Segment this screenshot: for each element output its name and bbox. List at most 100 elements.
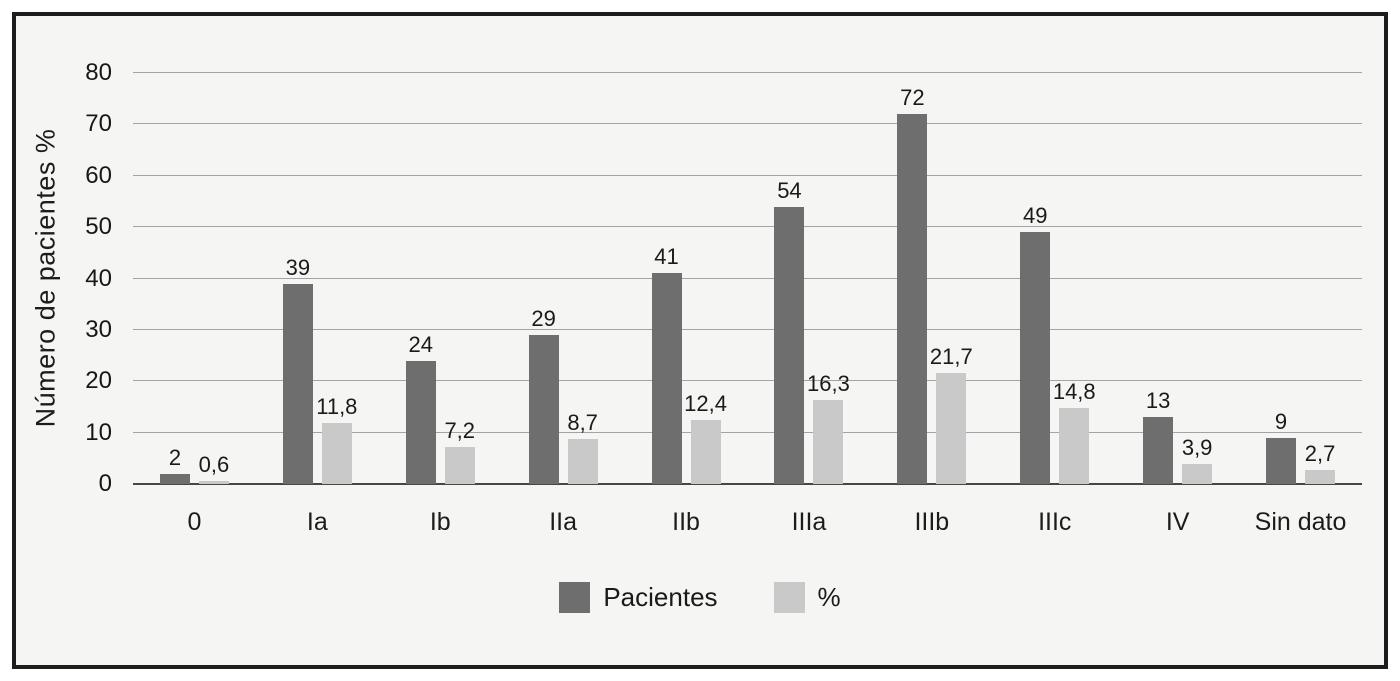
category-group-Ib: 24 7,2 Ib xyxy=(379,73,502,536)
bar-percent xyxy=(1059,407,1090,484)
category-group-IIIc: 49 14,8 IIIc xyxy=(993,73,1116,536)
bar-percent xyxy=(198,480,229,484)
gridline-80 xyxy=(133,72,1362,73)
bar-column: 14,8 xyxy=(1053,73,1096,484)
bar-percent xyxy=(690,420,721,484)
bar-value-label: 13 xyxy=(1145,388,1171,414)
bar-value-label: 54 xyxy=(777,177,802,203)
bar-column: 12,4 xyxy=(684,73,727,484)
bar-pacientes xyxy=(405,360,436,484)
bar-value-label: 72 xyxy=(900,85,925,111)
y-tick-label-40: 40 xyxy=(85,264,112,292)
legend-label: Pacientes xyxy=(603,582,718,612)
bar-value-label: 12,4 xyxy=(684,391,727,417)
bar-pair: 9 2,7 xyxy=(1239,73,1362,484)
bar-pacientes xyxy=(528,335,559,484)
bar-percent xyxy=(444,447,475,484)
bar-column: 54 xyxy=(774,73,805,484)
y-axis-ticks: 0 10 20 30 40 50 60 70 80 xyxy=(16,61,112,496)
bar-value-label: 41 xyxy=(654,244,679,270)
bar-column: 49 xyxy=(1020,73,1051,484)
bar-column: 3,9 xyxy=(1182,73,1212,484)
bar-pair: 39 11,8 xyxy=(256,73,379,484)
bar-column: 29 xyxy=(528,73,559,484)
bar-pair: 41 12,4 xyxy=(625,73,748,484)
gridline-20 xyxy=(133,380,1362,382)
bar-pacientes xyxy=(774,206,805,484)
bar-column: 41 xyxy=(651,73,682,484)
legend-label: % xyxy=(817,582,841,612)
bar-pacientes xyxy=(282,283,313,484)
x-axis-label: IIIc xyxy=(1038,508,1072,536)
bar-column: 24 xyxy=(405,73,436,484)
gridline-30 xyxy=(133,328,1362,330)
x-axis-label: 0 xyxy=(187,508,202,536)
bar-pacientes xyxy=(1266,437,1297,484)
bar-value-label: 21,7 xyxy=(929,343,973,369)
bar-value-label: 49 xyxy=(1022,203,1048,229)
bar-column: 21,7 xyxy=(930,73,973,484)
legend-item-pacientes: Pacientes xyxy=(559,582,718,613)
bar-column: 11,8 xyxy=(316,73,357,484)
bar-column: 2 xyxy=(159,73,190,484)
x-axis-line xyxy=(133,483,1362,485)
category-group-IV: 13 3,9 IV xyxy=(1116,73,1239,536)
gridline-40 xyxy=(133,277,1362,279)
bar-value-label: 7,2 xyxy=(444,418,476,444)
category-group-IIIb: 72 21,7 IIIb xyxy=(870,73,993,536)
bar-pair: 2 0,6 xyxy=(133,73,256,484)
x-axis-label: Ia xyxy=(306,508,328,536)
gridline-10 xyxy=(133,431,1362,433)
bar-pacientes xyxy=(1020,232,1051,484)
bar-pair: 49 14,8 xyxy=(993,73,1116,484)
y-tick-label-50: 50 xyxy=(85,213,112,241)
bar-value-label: 0,6 xyxy=(198,451,230,477)
bar-percent xyxy=(1182,463,1213,484)
bar-pair: 72 21,7 xyxy=(870,73,993,484)
bar-value-label: 24 xyxy=(408,331,433,357)
bar-pacientes xyxy=(897,114,928,484)
plot-area: 2 0,6 0 39 11,8 Ia 24 7,2 Ib 29 8,7 IIa 41 12,4 IIb 54 1… xyxy=(133,72,1362,536)
y-tick-label-60: 60 xyxy=(85,161,112,189)
bar-value-label: 14,8 xyxy=(1052,378,1096,404)
chart-frame: Número de pacientes % 0 10 20 30 40 50 60 70 80 … xyxy=(12,12,1388,669)
bar-value-label: 2 xyxy=(168,444,182,470)
gridline-50 xyxy=(133,226,1362,228)
bar-column: 8,7 xyxy=(567,73,598,484)
bar-percent xyxy=(813,400,844,484)
bar-percent xyxy=(1305,470,1336,484)
x-axis-label: IIIb xyxy=(914,508,950,536)
bar-pacientes xyxy=(1143,417,1174,484)
gridline-60 xyxy=(133,174,1362,176)
bar-value-label: 29 xyxy=(531,306,556,332)
bar-pair: 24 7,2 xyxy=(379,73,502,484)
x-axis-label: IIIa xyxy=(791,508,827,536)
bar-pacientes xyxy=(159,473,190,484)
bar-percent xyxy=(321,423,352,484)
x-axis-label: IIa xyxy=(549,508,578,536)
bar-value-label: 9 xyxy=(1274,408,1288,434)
category-group-Ia: 39 11,8 Ia xyxy=(256,73,379,536)
legend-swatch-icon xyxy=(559,582,591,613)
bar-column: 13 xyxy=(1143,73,1174,484)
bar-value-label: 2,7 xyxy=(1304,441,1336,467)
x-axis-label: IV xyxy=(1165,508,1190,536)
bar-value-label: 16,3 xyxy=(807,371,850,397)
category-group-IIIa: 54 16,3 IIIa xyxy=(748,73,871,536)
legend-swatch-icon xyxy=(773,582,805,613)
bar-percent xyxy=(936,372,967,484)
bar-column: 39 xyxy=(282,73,313,484)
bar-pair: 13 3,9 xyxy=(1116,73,1239,484)
bar-pair: 29 8,7 xyxy=(502,73,625,484)
category-group-IIa: 29 8,7 IIa xyxy=(502,73,625,536)
y-tick-label-30: 30 xyxy=(85,315,112,343)
bar-value-label: 3,9 xyxy=(1181,434,1213,460)
y-tick-label-10: 10 xyxy=(85,418,112,446)
gridline-70 xyxy=(133,123,1362,125)
bar-column: 2,7 xyxy=(1305,73,1335,484)
y-tick-label-80: 80 xyxy=(85,59,112,86)
legend-item-percent: % xyxy=(773,582,841,613)
y-tick-label-0: 0 xyxy=(98,470,112,497)
bar-column: 7,2 xyxy=(444,73,476,484)
